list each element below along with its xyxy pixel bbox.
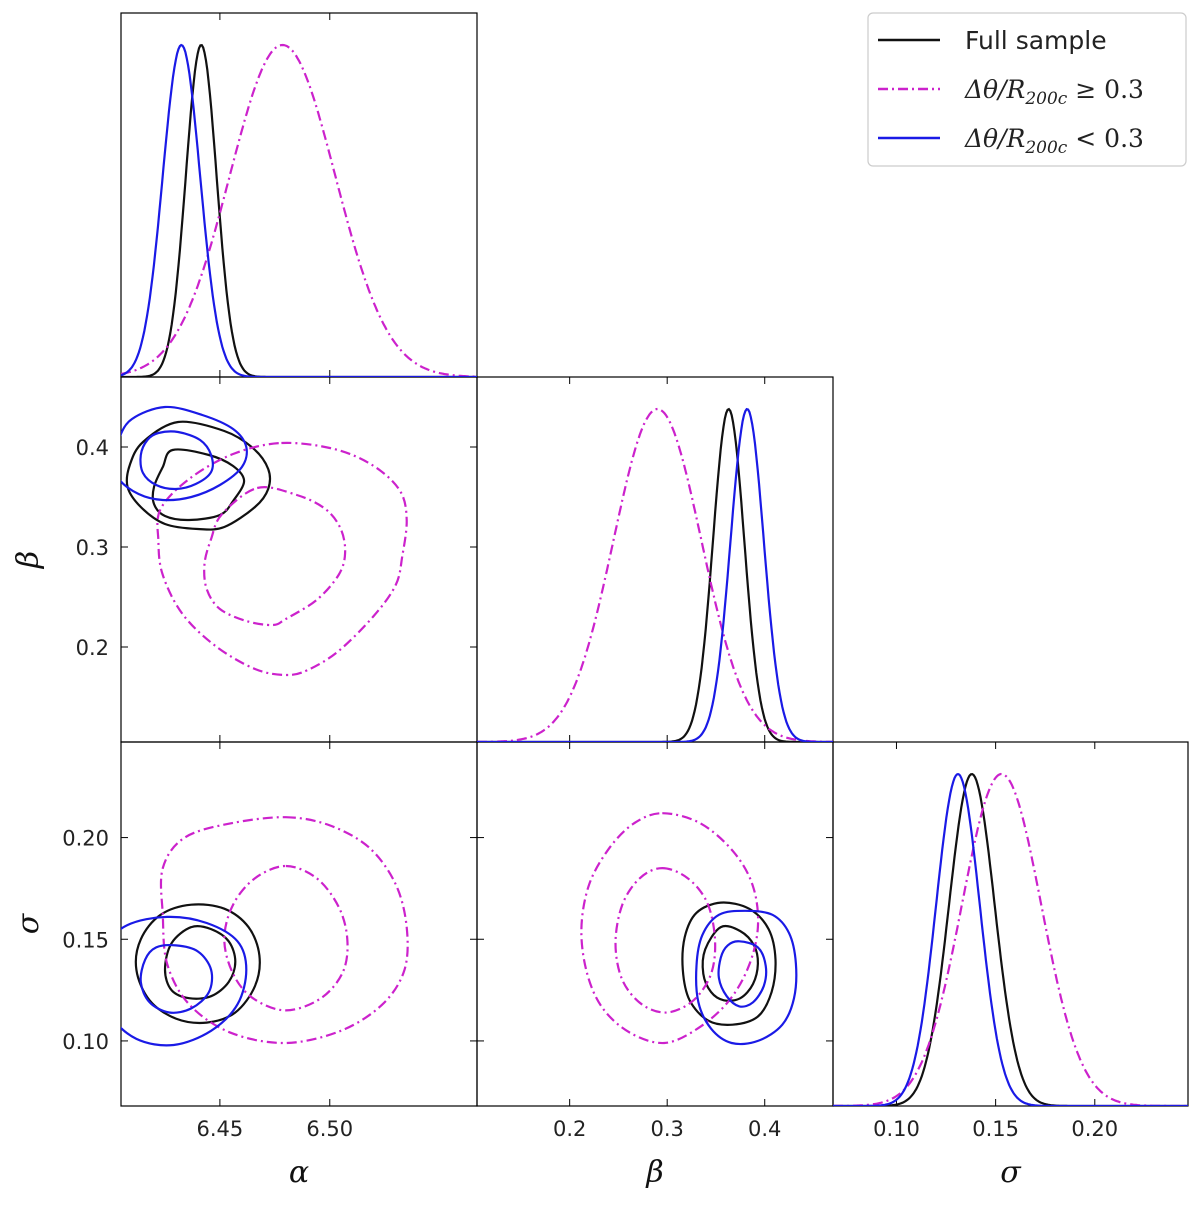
legend-label-outer: Δθ/R200c ≥ 0.3: [964, 75, 1144, 109]
marginal-outer-alpha: [121, 43, 477, 377]
contour-outer-alpha_sigma-2sigma: [159, 816, 409, 1045]
contour-outer-alpha_sigma-1sigma: [223, 864, 349, 1012]
x-tick-label-sigma: 0.20: [1071, 1117, 1118, 1141]
marginal-full-beta: [477, 407, 833, 742]
contour-outer-alpha_beta-2sigma: [156, 441, 408, 677]
contour-outer-alpha_beta-1sigma: [203, 486, 347, 627]
panel-sigma-beta: [476, 741, 834, 1107]
x-axis-label-beta: β: [645, 1155, 663, 1190]
x-tick-label-alpha: 6.45: [197, 1117, 244, 1141]
marginal-inner-alpha: [121, 43, 477, 377]
x-tick-label-sigma: 0.15: [972, 1117, 1019, 1141]
contour-inner-alpha_beta-2sigma: [121, 405, 248, 502]
y-tick-label-sigma: 0.10: [62, 1030, 109, 1054]
contour-inner-alpha_sigma-2sigma: [121, 915, 248, 1047]
marginal-full-alpha: [121, 44, 477, 377]
marginal-full-sigma: [833, 772, 1188, 1106]
contour-inner-alpha_beta-1sigma: [139, 430, 214, 491]
marginal-outer-beta: [477, 407, 833, 742]
panel-frame: [832, 741, 1189, 1107]
panel-frame: [120, 741, 478, 1107]
x-tick-label-alpha: 6.50: [306, 1117, 353, 1141]
marginal-inner-sigma: [833, 773, 1188, 1106]
y-axis-label-sigma: σ: [11, 912, 46, 934]
y-tick-label-beta: 0.4: [76, 436, 109, 460]
panel-sigma-sigma: [832, 741, 1189, 1107]
y-tick-label-sigma: 0.15: [62, 928, 109, 952]
contour-full-alpha_beta-1sigma: [151, 448, 246, 522]
legend-label-inner: Δθ/R200c < 0.3: [964, 124, 1144, 158]
contour-inner-beta_sigma-1sigma: [717, 940, 768, 1008]
contour-inner-beta_sigma-2sigma: [695, 909, 798, 1046]
x-tick-label-beta: 0.3: [650, 1117, 683, 1141]
contour-full-beta_sigma-2sigma: [681, 901, 777, 1026]
contour-full-beta_sigma-1sigma: [701, 924, 760, 1002]
panel-sigma-alpha: [120, 741, 478, 1107]
x-axis-label-sigma: σ: [1000, 1155, 1022, 1190]
contour-inner-alpha_sigma-1sigma: [139, 943, 214, 1014]
contour-full-alpha_sigma-2sigma: [134, 903, 261, 1025]
x-tick-label-beta: 0.2: [553, 1117, 586, 1141]
marginal-outer-sigma: [833, 772, 1188, 1106]
y-tick-label-beta: 0.3: [76, 536, 109, 560]
x-tick-label-beta: 0.4: [748, 1117, 781, 1141]
y-tick-label-beta: 0.2: [76, 636, 109, 660]
contour-outer-beta_sigma-2sigma: [580, 812, 760, 1045]
x-tick-label-sigma: 0.10: [873, 1117, 920, 1141]
legend-box: [867, 12, 1187, 167]
y-tick-label-sigma: 0.20: [62, 827, 109, 851]
legend-label-full: Full sample: [965, 26, 1107, 55]
y-axis-label-beta: β: [11, 551, 46, 569]
legend: Full sample Δθ/R200c ≥ 0.3 Δθ/R200c < 0.3: [867, 12, 1187, 167]
contour-outer-beta_sigma-1sigma: [614, 866, 717, 1014]
panel-frame: [476, 741, 834, 1107]
contour-full-alpha_beta-2sigma: [125, 420, 272, 531]
x-axis-label-alpha: α: [289, 1155, 309, 1190]
marginal-inner-beta: [477, 407, 833, 742]
